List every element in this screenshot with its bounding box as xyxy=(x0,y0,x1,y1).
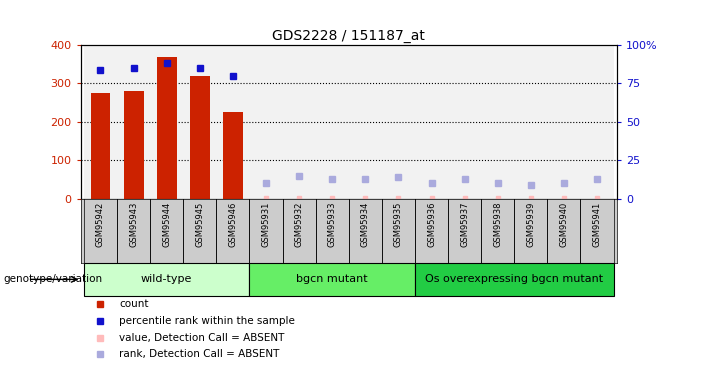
Bar xyxy=(448,45,481,199)
Bar xyxy=(123,91,144,199)
Bar xyxy=(315,45,349,199)
Bar xyxy=(250,45,283,199)
Bar xyxy=(547,45,580,199)
Text: GSM95939: GSM95939 xyxy=(526,202,536,248)
Bar xyxy=(190,76,210,199)
Text: GSM95937: GSM95937 xyxy=(460,202,469,248)
Bar xyxy=(117,45,150,199)
Text: GSM95935: GSM95935 xyxy=(394,202,403,248)
Text: GSM95936: GSM95936 xyxy=(427,202,436,248)
Text: value, Detection Call = ABSENT: value, Detection Call = ABSENT xyxy=(119,333,285,342)
Bar xyxy=(349,45,382,199)
Title: GDS2228 / 151187_at: GDS2228 / 151187_at xyxy=(272,28,426,43)
Bar xyxy=(515,45,547,199)
Bar xyxy=(415,45,448,199)
Bar xyxy=(150,45,183,199)
Text: GSM95941: GSM95941 xyxy=(592,202,601,247)
Bar xyxy=(84,262,250,296)
Bar xyxy=(183,45,217,199)
Text: GSM95933: GSM95933 xyxy=(327,202,336,248)
Text: GSM95946: GSM95946 xyxy=(229,202,238,248)
Bar xyxy=(90,93,111,199)
Text: count: count xyxy=(119,299,149,309)
Text: genotype/variation: genotype/variation xyxy=(4,274,102,284)
Bar xyxy=(481,45,515,199)
Text: percentile rank within the sample: percentile rank within the sample xyxy=(119,316,295,326)
Bar xyxy=(382,45,415,199)
Text: wild-type: wild-type xyxy=(141,274,192,284)
Bar xyxy=(157,57,177,199)
Bar xyxy=(415,262,613,296)
Text: GSM95940: GSM95940 xyxy=(559,202,569,247)
Text: Os overexpressing bgcn mutant: Os overexpressing bgcn mutant xyxy=(426,274,604,284)
Text: GSM95944: GSM95944 xyxy=(162,202,171,247)
Text: GSM95943: GSM95943 xyxy=(129,202,138,248)
Text: GSM95934: GSM95934 xyxy=(361,202,370,248)
Bar xyxy=(580,45,613,199)
Text: bgcn mutant: bgcn mutant xyxy=(297,274,368,284)
Text: GSM95932: GSM95932 xyxy=(294,202,304,248)
Text: GSM95945: GSM95945 xyxy=(196,202,204,247)
Bar xyxy=(217,45,250,199)
Text: GSM95942: GSM95942 xyxy=(96,202,105,247)
Bar xyxy=(223,112,243,199)
Text: rank, Detection Call = ABSENT: rank, Detection Call = ABSENT xyxy=(119,350,280,359)
Text: GSM95938: GSM95938 xyxy=(494,202,502,248)
Bar xyxy=(84,45,117,199)
Bar xyxy=(250,262,415,296)
Text: GSM95931: GSM95931 xyxy=(261,202,271,248)
Bar xyxy=(283,45,315,199)
